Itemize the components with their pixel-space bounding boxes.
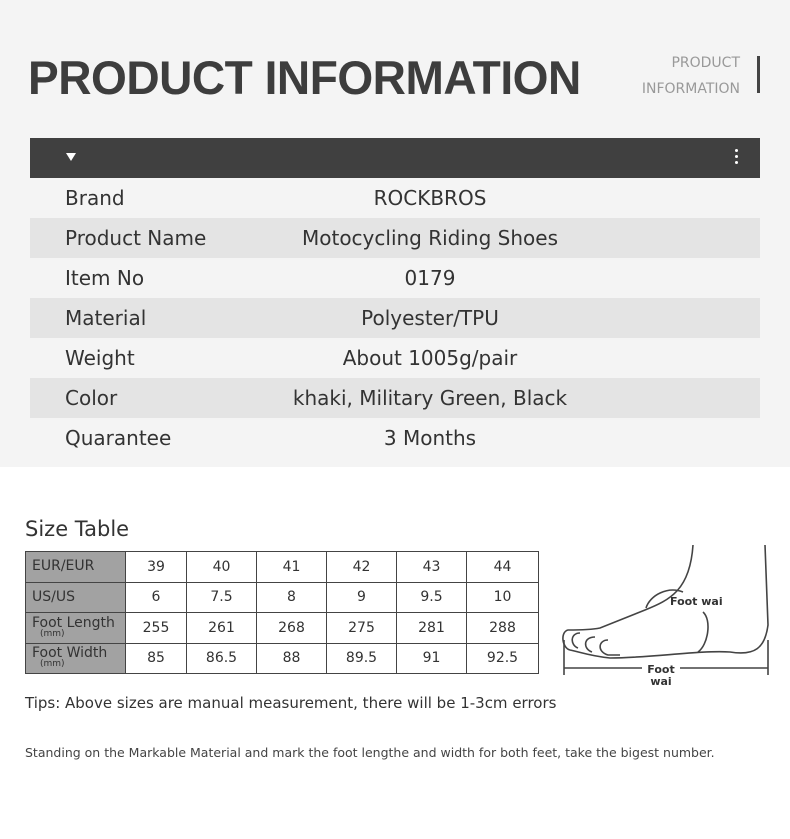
subtitle: PRODUCT INFORMATION	[642, 50, 740, 102]
subtitle-line2: INFORMATION	[641, 81, 740, 97]
size-cell: 92.5	[466, 642, 539, 674]
size-cell: 91	[396, 642, 467, 674]
info-label: Item No	[65, 266, 145, 290]
size-cell: 7.5	[186, 581, 257, 613]
size-row: Foot Width (mm) 85 86.5 88 89.5 91 92.5	[25, 642, 539, 674]
size-cell: 86.5	[186, 642, 257, 674]
info-value: About 1005g/pair	[342, 346, 518, 370]
size-cell: 88	[256, 642, 327, 674]
size-cell: 8	[256, 581, 327, 613]
table-header-bar	[30, 138, 760, 178]
foot-measurement-diagram: Foot wai Foot wai	[562, 544, 769, 688]
info-value: 0179	[404, 266, 456, 290]
size-cell: 6	[125, 581, 187, 613]
info-row: Color khaki, Military Green, Black	[30, 378, 760, 418]
size-row-label: EUR/EUR	[25, 551, 126, 583]
more-options-icon[interactable]	[735, 149, 738, 167]
info-row: Product Name Motocycling Riding Shoes	[30, 218, 760, 258]
size-cell: 288	[466, 612, 539, 644]
length-label-1: Foot	[647, 663, 674, 676]
info-row: Item No 0179	[30, 258, 760, 298]
info-label: Color	[65, 386, 118, 410]
size-row: Foot Length (mm) 255 261 268 275 281 288	[25, 612, 539, 644]
size-row-label: Foot Length (mm)	[25, 612, 126, 644]
size-cell: 42	[326, 551, 397, 583]
size-cell: 41	[256, 551, 327, 583]
size-cell: 89.5	[326, 642, 397, 674]
info-value: Polyester/TPU	[361, 306, 499, 330]
info-label: Brand	[65, 186, 125, 210]
info-value: 3 Months	[383, 426, 477, 450]
info-row: Brand ROCKBROS	[30, 178, 760, 218]
info-label: Quarantee	[65, 426, 172, 450]
info-row: Quarantee 3 Months	[30, 418, 760, 458]
size-table: EUR/EUR 39 40 41 42 43 44 US/US 6 7.5 8 9 9.5 10 Foot …	[25, 551, 539, 674]
size-row-label: US/US	[25, 581, 126, 613]
info-label: Material	[65, 306, 147, 330]
size-row: EUR/EUR 39 40 41 42 43 44	[25, 551, 539, 583]
info-value: khaki, Military Green, Black	[292, 386, 568, 410]
size-table-title: Size Table	[25, 517, 130, 541]
info-value: Motocycling Riding Shoes	[301, 226, 558, 250]
size-cell: 281	[396, 612, 467, 644]
width-label: Foot wai	[670, 595, 723, 608]
info-row: Material Polyester/TPU	[30, 298, 760, 338]
info-label: Weight	[65, 346, 135, 370]
size-cell: 85	[125, 642, 187, 674]
size-cell: 261	[186, 612, 257, 644]
size-cell: 10	[466, 581, 539, 613]
info-label: Product Name	[65, 226, 207, 250]
measurement-note: Standing on the Markable Material and ma…	[25, 745, 715, 760]
size-cell: 40	[186, 551, 257, 583]
size-cell: 9	[326, 581, 397, 613]
subtitle-line1: PRODUCT	[671, 55, 740, 71]
info-row: Weight About 1005g/pair	[30, 338, 760, 378]
size-row: US/US 6 7.5 8 9 9.5 10	[25, 581, 539, 613]
length-label-2: wai	[650, 675, 671, 688]
size-cell: 268	[256, 612, 327, 644]
size-cell: 39	[125, 551, 187, 583]
size-cell: 44	[466, 551, 539, 583]
size-row-label: Foot Width (mm)	[25, 642, 126, 674]
dropdown-triangle-icon[interactable]	[66, 153, 76, 161]
tips-text: Tips: Above sizes are manual measurement…	[25, 694, 557, 712]
info-value: ROCKBROS	[373, 186, 487, 210]
page-title: PRODUCT INFORMATION	[28, 51, 581, 104]
divider	[757, 56, 760, 93]
size-cell: 9.5	[396, 581, 467, 613]
size-cell: 43	[396, 551, 467, 583]
size-cell: 275	[326, 612, 397, 644]
size-cell: 255	[125, 612, 187, 644]
